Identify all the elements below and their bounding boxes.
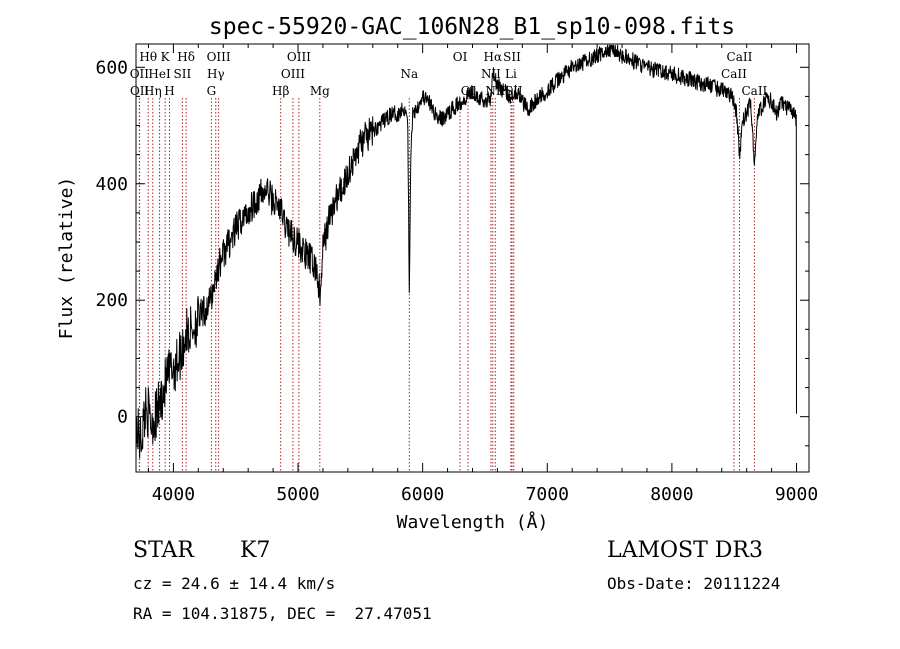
line-marker-label: NII [481, 67, 501, 81]
line-marker-label: CaII [727, 50, 753, 64]
survey-name: LAMOST DR3 [607, 538, 763, 563]
line-marker-label: K [161, 50, 171, 64]
plot-frame [135, 43, 810, 473]
line-marker-label: H [164, 84, 174, 98]
y-tick-label: 600 [95, 57, 128, 78]
line-marker-label: OII [130, 84, 150, 98]
spectrum-line [135, 44, 797, 459]
line-marker-label: OI [453, 50, 468, 64]
line-marker-label: Hθ [139, 50, 157, 64]
line-marker-label: SII [503, 50, 521, 64]
line-marker-label: OIII [207, 50, 231, 64]
line-marker-label: Hγ [207, 67, 225, 81]
line-marker-label: HeI [148, 67, 171, 81]
x-tick-label: 4000 [152, 484, 195, 505]
coordinates-readout: RA = 104.31875, DEC = 27.47051 [133, 604, 432, 623]
line-marker-label: Na [400, 67, 418, 81]
y-tick-label: 0 [117, 407, 128, 428]
y-axis-label: Flux (relative) [56, 177, 77, 340]
line-marker-label: Li [505, 67, 517, 81]
object-subclass: K7 [240, 538, 271, 563]
line-marker-label: Hη [144, 84, 162, 98]
x-tick-label: 7000 [526, 484, 569, 505]
line-marker-label: OIII [281, 67, 305, 81]
axis-ticks: 4000 5000 6000 7000 8000 9000 0 200 400 600 [95, 44, 818, 505]
line-marker-label: Hβ [272, 84, 289, 98]
chart-title: spec-55920-GAC_106N28_B1_sp10-098.fits [209, 14, 735, 40]
line-marker-label: OII [130, 67, 150, 81]
spectrum-series [135, 44, 797, 459]
line-marker-label: Hα [484, 50, 503, 64]
line-marker-label: CaII [741, 84, 767, 98]
line-marker-label: OIII [287, 50, 311, 64]
x-tick-label: 8000 [650, 484, 693, 505]
x-tick-label: 6000 [401, 484, 444, 505]
line-marker-label: CaII [721, 67, 747, 81]
line-marker-label: Hδ [177, 50, 195, 64]
y-tick-label: 400 [95, 174, 128, 195]
x-tick-label: 5000 [276, 484, 319, 505]
redshift-readout: cz = 24.6 ± 14.4 km/s [133, 574, 336, 593]
x-axis-label: Wavelength (Å) [397, 511, 549, 533]
line-marker-label: G [207, 84, 217, 98]
object-class: STAR [133, 538, 194, 563]
y-tick-label: 200 [95, 290, 128, 311]
x-tick-label: 9000 [775, 484, 818, 505]
line-marker-label: SII [174, 67, 192, 81]
obs-date: Obs-Date: 20111224 [607, 574, 781, 593]
line-marker-label: Mg [310, 84, 330, 98]
